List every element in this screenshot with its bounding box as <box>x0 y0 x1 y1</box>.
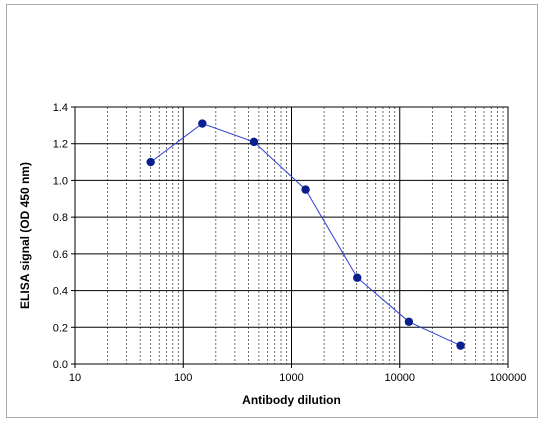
chart-frame <box>6 4 538 418</box>
y-tick-label: 0.4 <box>53 286 68 298</box>
y-axis-title: ELISA signal (OD 450 nm) <box>18 162 32 309</box>
x-tick-label: 100000 <box>490 372 527 384</box>
data-point <box>353 273 362 282</box>
y-tick-label: 0.6 <box>53 249 68 261</box>
x-tick-label: 1000 <box>279 372 303 384</box>
series-line <box>150 122 461 347</box>
x-tick-label: 10 <box>69 372 81 384</box>
data-point <box>404 317 414 326</box>
tick-marks <box>71 106 509 368</box>
series-layer <box>146 119 465 350</box>
x-tick-label: 10000 <box>384 372 415 384</box>
y-tick-label: 0.8 <box>53 212 68 224</box>
x-tick-labels: 10 100 1000 10000 100000 <box>69 372 526 384</box>
data-point <box>249 137 259 147</box>
data-point <box>198 119 207 128</box>
y-tick-label: 0.0 <box>53 359 68 371</box>
y-tick-label: 0.2 <box>53 322 68 334</box>
x-axis-title: Antibody dilution <box>242 393 341 407</box>
x-tick-label: 100 <box>174 372 192 384</box>
y-tick-label: 1.4 <box>53 102 68 114</box>
y-tick-label: 1.2 <box>53 139 68 151</box>
minor-gridlines <box>107 107 504 364</box>
data-point <box>301 185 310 194</box>
y-tick-labels: 0.0 0.2 0.4 0.6 0.8 1.0 1.2 1.4 <box>53 102 68 371</box>
data-point <box>146 157 155 167</box>
data-point <box>456 341 465 350</box>
y-tick-label: 1.0 <box>53 175 68 187</box>
